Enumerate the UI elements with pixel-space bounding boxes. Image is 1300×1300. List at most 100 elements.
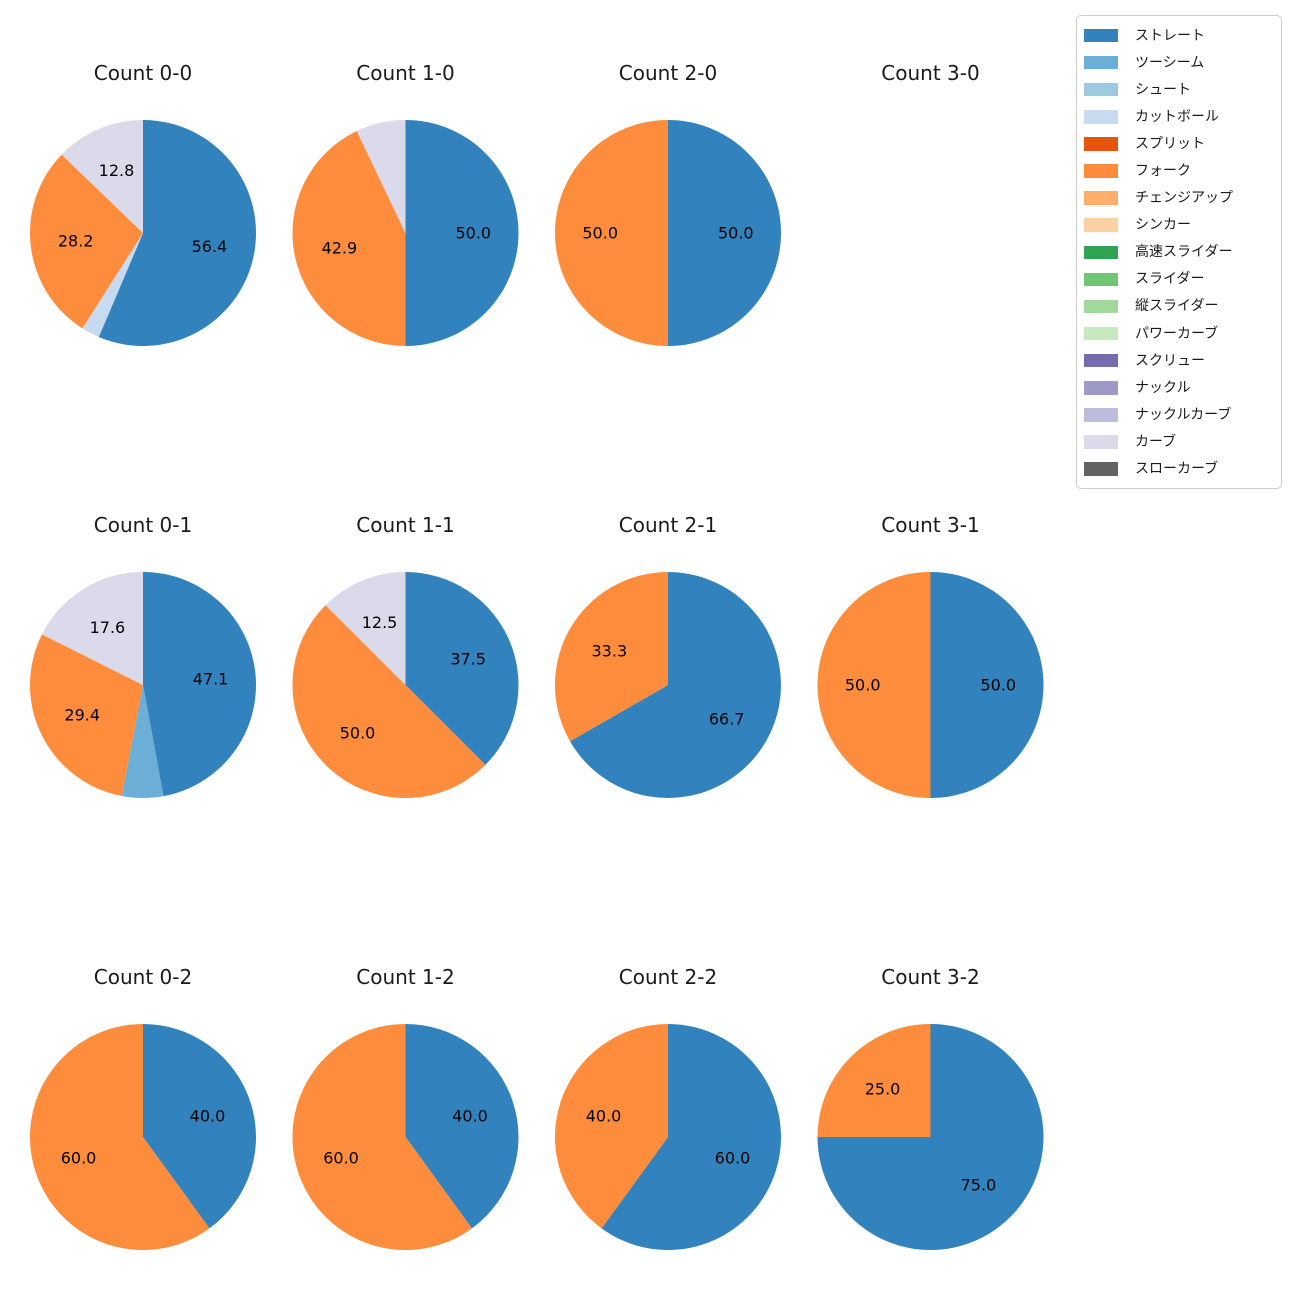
pie-chart: Count 2-2 60.0 40.0	[555, 965, 781, 1250]
legend-item: ストレート	[1077, 22, 1281, 49]
slice-percent-label: 50.0	[718, 224, 754, 243]
chart-title: Count 3-2	[881, 965, 979, 989]
legend-swatch	[1084, 272, 1118, 287]
legend-item: 縦スライダー	[1077, 293, 1281, 320]
legend-label: ストレート	[1135, 27, 1205, 44]
legend-swatch	[1084, 326, 1118, 341]
slice-percent-label: 56.4	[192, 237, 228, 256]
legend-swatch	[1084, 218, 1118, 232]
pie-slice	[143, 1024, 257, 1229]
slice-percent-label: 50.0	[845, 676, 881, 695]
slice-percent-label: 60.0	[61, 1148, 97, 1167]
slice-percent-label: 60.0	[323, 1148, 359, 1167]
legend-label: チェンジアップ	[1135, 190, 1233, 207]
legend-label: スプリット	[1135, 135, 1205, 152]
legend-label: スクリュー	[1135, 352, 1205, 369]
chart-title: Count 3-1	[881, 513, 979, 537]
legend-item: チェンジアップ	[1077, 185, 1281, 212]
pie-slice	[668, 120, 781, 346]
slice-percent-label: 75.0	[961, 1175, 997, 1194]
legend-swatch	[1084, 28, 1118, 43]
legend-swatch	[1084, 191, 1118, 205]
slice-percent-label: 17.6	[90, 618, 126, 637]
pie-chart: Count 2-0 50.0 50.0	[555, 61, 781, 346]
slice-percent-label: 33.3	[592, 642, 628, 661]
pie-slice	[570, 572, 781, 798]
pie-chart: Count 0-1 47.1 29.4 17.6	[29, 513, 257, 798]
pie-slice	[30, 1024, 210, 1250]
pitch-type-legend: ストレートツーシームシュートカットボール スプリットフォークチェンジアップシンカー…	[1076, 15, 1282, 489]
legend-label: 縦スライダー	[1135, 298, 1219, 315]
pie-slice	[292, 1024, 472, 1250]
pie-chart: Count 2-1 66.7 33.3	[555, 513, 781, 798]
pie-slice	[143, 572, 257, 797]
legend-swatch	[1084, 462, 1118, 476]
slice-percent-label: 28.2	[58, 232, 94, 251]
slice-percent-label: 50.0	[340, 723, 376, 742]
legend-item: スローカーブ	[1077, 456, 1281, 483]
pie-slice	[405, 120, 519, 346]
pie-chart: Count 1-2 40.0 60.0	[292, 965, 519, 1250]
pie-slice	[292, 605, 486, 798]
pie-slice	[292, 131, 406, 346]
legend-item: スプリット	[1077, 130, 1281, 157]
legend-label: シュート	[1135, 81, 1191, 98]
legend-swatch	[1084, 137, 1118, 151]
slice-percent-label: 12.8	[99, 161, 135, 180]
pie-slice	[555, 1024, 668, 1229]
pie-slice	[61, 120, 143, 233]
legend-label: カーブ	[1135, 433, 1177, 450]
slice-percent-label: 47.1	[193, 669, 229, 688]
legend-label: カットボール	[1135, 108, 1219, 125]
legend-item: カットボール	[1077, 103, 1281, 130]
pie-chart: Count 3-2 75.0 25.0	[817, 965, 1044, 1250]
slice-percent-label: 40.0	[586, 1107, 622, 1126]
pie-slice	[29, 154, 143, 329]
pie-slice	[41, 572, 143, 685]
slice-percent-label: 50.0	[980, 676, 1016, 695]
slice-percent-label: 50.0	[455, 224, 491, 243]
chart-title: Count 0-1	[94, 513, 192, 537]
legend-label: パワーカーブ	[1135, 325, 1219, 342]
legend-item: 高速スライダー	[1077, 239, 1281, 266]
legend-swatch	[1084, 82, 1118, 97]
legend-swatch	[1084, 245, 1118, 260]
legend-item: カーブ	[1077, 428, 1281, 455]
pie-slice	[930, 572, 1044, 798]
legend-label: ナックルカーブ	[1135, 406, 1232, 423]
slice-percent-label: 12.5	[362, 613, 398, 632]
pie-slice	[817, 1024, 931, 1137]
chart-title: Count 1-2	[356, 965, 454, 989]
legend-item: スライダー	[1077, 266, 1281, 293]
chart-title: Count 2-2	[619, 965, 717, 989]
chart-title: Count 2-1	[619, 513, 717, 537]
legend-item: シンカー	[1077, 212, 1281, 239]
pie-slice	[82, 233, 143, 337]
pie-slice	[405, 1024, 519, 1229]
legend-item: フォーク	[1077, 157, 1281, 184]
slice-percent-label: 50.0	[582, 224, 618, 243]
pie-slice	[555, 572, 668, 742]
chart-title: Count 3-0	[881, 61, 979, 85]
slice-percent-label: 25.0	[865, 1080, 901, 1099]
slice-percent-label: 37.5	[450, 650, 486, 669]
chart-title: Count 2-0	[619, 61, 717, 85]
pie-slice	[555, 120, 668, 346]
pie-chart: Count 3-0	[881, 61, 979, 85]
legend-swatch	[1084, 381, 1118, 395]
chart-title: Count 1-1	[356, 513, 454, 537]
legend-swatch	[1084, 164, 1118, 178]
chart-title: Count 0-2	[94, 965, 192, 989]
pie-slice	[121, 685, 164, 798]
legend-swatch	[1084, 110, 1118, 124]
pie-slice	[356, 120, 406, 233]
legend-swatch	[1084, 435, 1118, 449]
chart-title: Count 0-0	[94, 61, 192, 85]
legend-label: ツーシーム	[1135, 54, 1205, 71]
pie-slice	[405, 572, 519, 765]
chart-title: Count 1-0	[356, 61, 454, 85]
slice-percent-label: 40.0	[452, 1107, 488, 1126]
legend-item: ナックルカーブ	[1077, 401, 1281, 428]
legend-swatch	[1084, 299, 1118, 314]
